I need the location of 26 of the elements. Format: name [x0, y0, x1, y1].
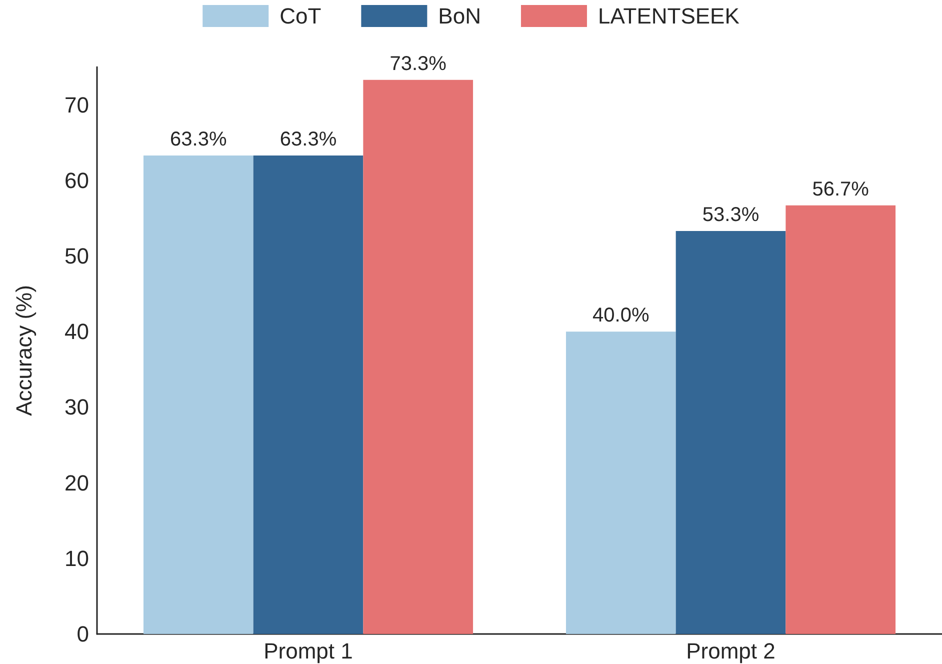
bar — [676, 231, 786, 634]
data-label: 63.3% — [280, 128, 337, 150]
y-axis-title: Accuracy (%) — [12, 285, 36, 416]
y-tick-label: 20 — [64, 470, 89, 496]
legend-label: BoN — [438, 4, 481, 28]
y-tick-label: 70 — [64, 92, 89, 118]
legend-label: LATENTSEEK — [598, 4, 740, 28]
y-tick-label: 40 — [64, 319, 89, 344]
legend-label: CoT — [280, 4, 322, 28]
y-tick-label: 0 — [76, 622, 89, 646]
data-label: 53.3% — [702, 204, 760, 226]
bar — [566, 332, 676, 634]
x-tick-label: Prompt 1 — [264, 638, 353, 664]
bar — [143, 155, 254, 634]
y-tick-label: 10 — [64, 546, 89, 571]
data-label: 40.0% — [592, 304, 650, 327]
y-tick-label: 60 — [64, 168, 89, 193]
bar — [363, 80, 474, 634]
y-tick-label: 50 — [64, 244, 89, 268]
y-tick-label: 30 — [64, 394, 89, 420]
bar — [786, 205, 896, 634]
data-label: 56.7% — [812, 178, 870, 200]
bar — [253, 155, 364, 634]
data-label: 63.3% — [170, 128, 227, 150]
data-label: 73.3% — [390, 52, 447, 75]
x-tick-label: Prompt 2 — [686, 638, 776, 664]
